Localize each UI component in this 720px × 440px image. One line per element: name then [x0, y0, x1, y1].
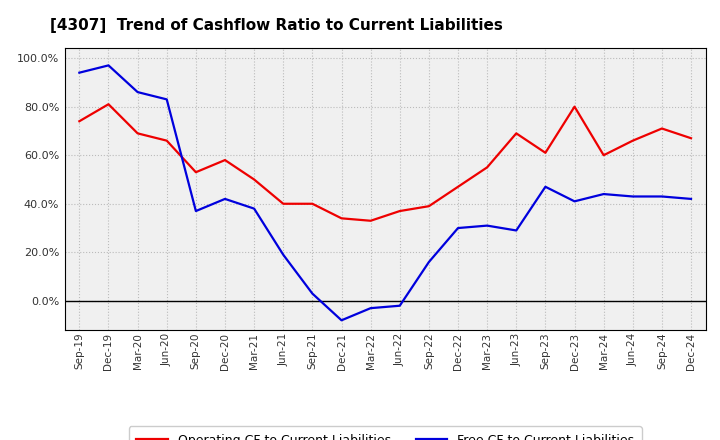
Free CF to Current Liabilities — [425, 260, 433, 265]
Free CF to Current Liabilities — [308, 291, 317, 296]
Free CF to Current Liabilities — [250, 206, 258, 211]
Operating CF to Current Liabilities — [657, 126, 666, 131]
Free CF to Current Liabilities — [133, 89, 142, 95]
Free CF to Current Liabilities — [395, 303, 404, 308]
Operating CF to Current Liabilities — [104, 102, 113, 107]
Free CF to Current Liabilities — [687, 196, 696, 202]
Free CF to Current Liabilities — [192, 209, 200, 214]
Free CF to Current Liabilities — [657, 194, 666, 199]
Operating CF to Current Liabilities — [337, 216, 346, 221]
Free CF to Current Liabilities — [570, 199, 579, 204]
Operating CF to Current Liabilities — [541, 150, 550, 155]
Operating CF to Current Liabilities — [133, 131, 142, 136]
Operating CF to Current Liabilities — [308, 201, 317, 206]
Text: [4307]  Trend of Cashflow Ratio to Current Liabilities: [4307] Trend of Cashflow Ratio to Curren… — [50, 18, 503, 33]
Operating CF to Current Liabilities — [483, 165, 492, 170]
Operating CF to Current Liabilities — [163, 138, 171, 143]
Free CF to Current Liabilities — [163, 97, 171, 102]
Operating CF to Current Liabilities — [250, 177, 258, 182]
Operating CF to Current Liabilities — [570, 104, 579, 109]
Operating CF to Current Liabilities — [425, 204, 433, 209]
Free CF to Current Liabilities — [599, 191, 608, 197]
Operating CF to Current Liabilities — [687, 136, 696, 141]
Free CF to Current Liabilities — [512, 228, 521, 233]
Operating CF to Current Liabilities — [512, 131, 521, 136]
Free CF to Current Liabilities — [337, 318, 346, 323]
Free CF to Current Liabilities — [541, 184, 550, 189]
Free CF to Current Liabilities — [629, 194, 637, 199]
Free CF to Current Liabilities — [75, 70, 84, 75]
Operating CF to Current Liabilities — [599, 153, 608, 158]
Operating CF to Current Liabilities — [366, 218, 375, 224]
Free CF to Current Liabilities — [454, 225, 462, 231]
Operating CF to Current Liabilities — [192, 169, 200, 175]
Operating CF to Current Liabilities — [395, 209, 404, 214]
Legend: Operating CF to Current Liabilities, Free CF to Current Liabilities: Operating CF to Current Liabilities, Fre… — [129, 426, 642, 440]
Operating CF to Current Liabilities — [220, 158, 229, 163]
Operating CF to Current Liabilities — [629, 138, 637, 143]
Operating CF to Current Liabilities — [279, 201, 287, 206]
Free CF to Current Liabilities — [366, 305, 375, 311]
Free CF to Current Liabilities — [220, 196, 229, 202]
Free CF to Current Liabilities — [104, 63, 113, 68]
Operating CF to Current Liabilities — [75, 119, 84, 124]
Line: Free CF to Current Liabilities: Free CF to Current Liabilities — [79, 66, 691, 320]
Operating CF to Current Liabilities — [454, 184, 462, 189]
Free CF to Current Liabilities — [483, 223, 492, 228]
Free CF to Current Liabilities — [279, 252, 287, 257]
Line: Operating CF to Current Liabilities: Operating CF to Current Liabilities — [79, 104, 691, 221]
